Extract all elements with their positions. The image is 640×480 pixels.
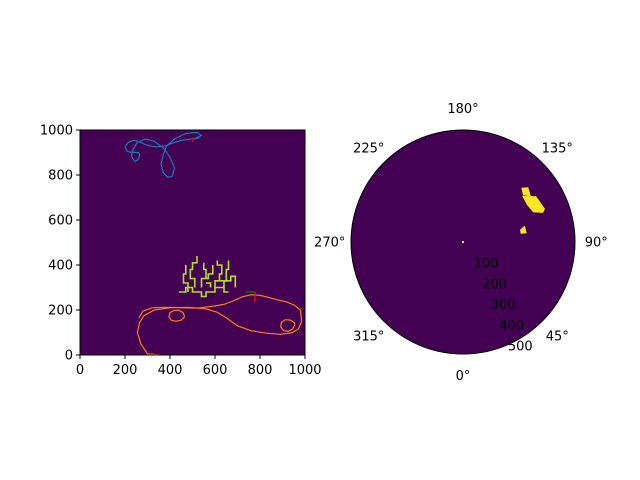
- y-tick-label: 0: [65, 349, 73, 364]
- polar-center-dot: [462, 241, 464, 243]
- map-trajectories: [124, 131, 303, 356]
- polar-panel: 0° 45° 90° 135° 180° 225° 270° 315° 100 200 300 40…: [314, 102, 608, 384]
- map-panel: 0 200 400 600 800 1000 0 200 400 600 800 1000: [40, 124, 322, 379]
- theta-label: 180°: [447, 102, 478, 117]
- occupied-cell-3: [521, 187, 531, 197]
- theta-label: 225°: [353, 141, 384, 156]
- x-tick-label: 1000: [288, 363, 321, 378]
- y-tick-label: 1000: [40, 124, 73, 139]
- r-label: 300: [491, 298, 516, 313]
- y-tick-label: 800: [48, 169, 73, 184]
- trajectory-line-3: [168, 309, 186, 322]
- theta-label: 0°: [456, 369, 471, 384]
- y-tick-label: 200: [48, 304, 73, 319]
- map-y-axis: 0 200 400 600 800 1000: [40, 124, 80, 364]
- y-tick-label: 600: [48, 214, 73, 229]
- pose-marker-1: [253, 291, 257, 302]
- path-segment-7: [203, 262, 207, 279]
- x-tick-label: 400: [158, 363, 183, 378]
- path-segment-1: [179, 286, 229, 298]
- polar-theta-labels: 0° 45° 90° 135° 180° 225° 270° 315°: [314, 102, 608, 384]
- y-tick-label: 400: [48, 259, 73, 274]
- map-planned-path: [179, 256, 237, 298]
- occupied-cell-2: [520, 225, 527, 234]
- trajectory-line-4: [280, 319, 296, 333]
- path-segment-6: [223, 275, 237, 288]
- theta-label: 315°: [353, 330, 384, 345]
- polar-r-labels: 100 200 300 400 500: [474, 257, 533, 355]
- trajectory-line-2: [136, 294, 303, 356]
- theta-label: 90°: [585, 236, 608, 251]
- x-tick-label: 600: [203, 363, 228, 378]
- path-segment-5: [214, 260, 223, 288]
- x-tick-label: 200: [113, 363, 138, 378]
- r-label: 400: [499, 319, 524, 334]
- theta-label: 135°: [542, 141, 573, 156]
- polar-frame: [350, 129, 576, 355]
- path-segment-8: [219, 260, 230, 282]
- map-x-axis: 0 200 400 600 800 1000: [76, 355, 322, 378]
- map-axes-frame: [79, 129, 306, 356]
- theta-label: 45°: [546, 330, 569, 345]
- path-segment-4: [200, 265, 214, 288]
- polar-occupied-cells: [520, 187, 545, 234]
- occupied-cell-1: [522, 195, 545, 213]
- map-pose-markers: [190, 138, 257, 302]
- r-label: 500: [508, 339, 533, 354]
- x-tick-label: 0: [76, 363, 84, 378]
- r-label: 100: [474, 257, 499, 272]
- path-segment-2: [189, 256, 198, 288]
- trajectory-line-1: [124, 131, 203, 178]
- path-segment-9: [206, 282, 212, 288]
- r-label: 200: [482, 277, 507, 292]
- theta-label: 270°: [314, 236, 345, 251]
- path-segment-3: [182, 265, 189, 292]
- x-tick-label: 800: [248, 363, 273, 378]
- map-background: [80, 130, 305, 355]
